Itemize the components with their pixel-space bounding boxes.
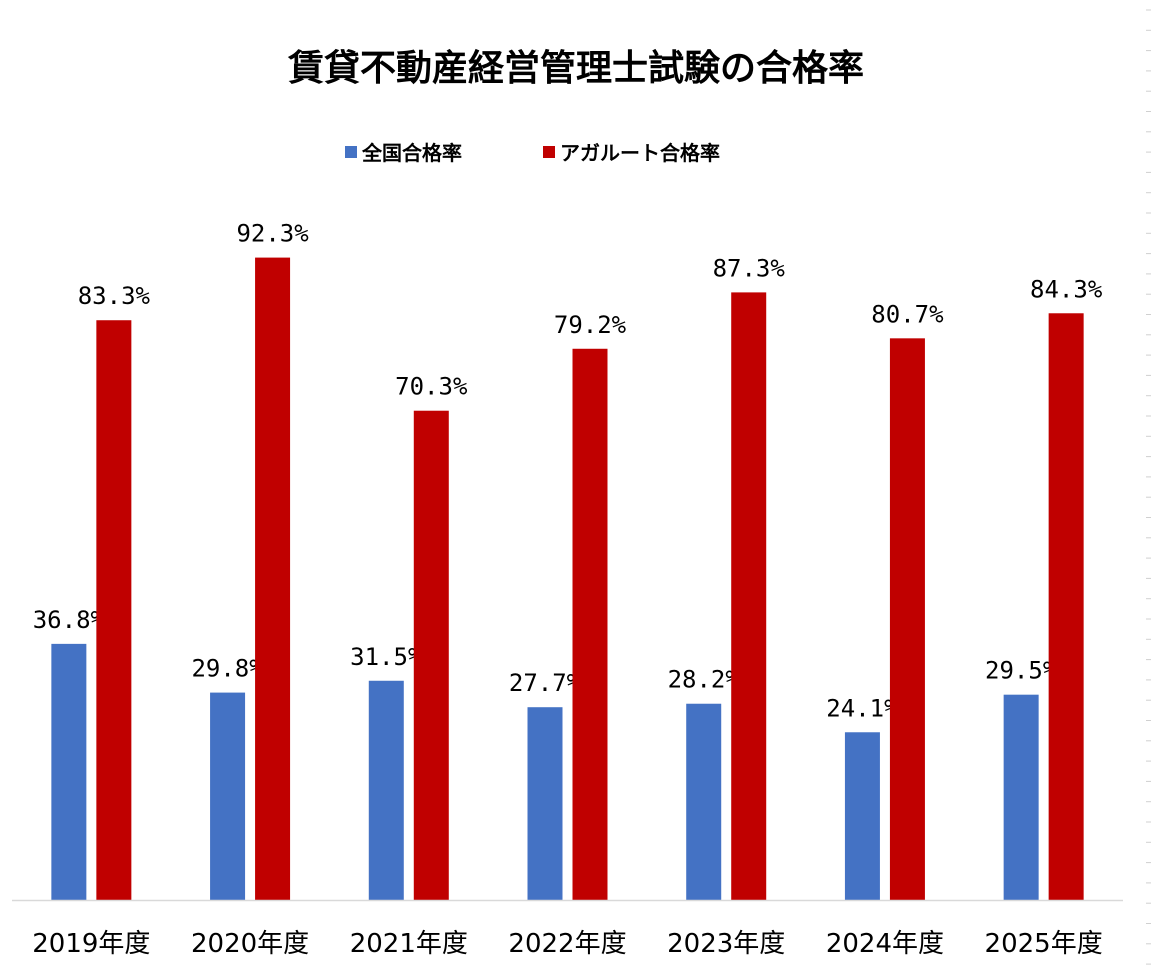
x-tick-label: 2023年度 bbox=[667, 929, 785, 959]
edge-tick-marks bbox=[1146, 9, 1151, 965]
data-label: 87.3% bbox=[713, 254, 786, 282]
x-tick-label: 2024年度 bbox=[826, 929, 944, 959]
x-tick-label: 2025年度 bbox=[985, 929, 1103, 959]
x-tick-label: 2019年度 bbox=[32, 929, 150, 959]
bar-agaroot-2019年度 bbox=[96, 320, 132, 900]
bar-national-2022年度 bbox=[527, 707, 563, 900]
x-tick-label: 2021年度 bbox=[350, 929, 468, 959]
legend-label-agaroot: アガルート合格率 bbox=[560, 141, 720, 165]
data-label: 36.8% bbox=[33, 606, 106, 634]
data-label: 80.7% bbox=[871, 300, 944, 328]
data-label: 27.7% bbox=[509, 669, 582, 697]
legend-label-national: 全国合格率 bbox=[361, 141, 462, 165]
bar-national-2019年度 bbox=[51, 643, 87, 900]
legend: 全国合格率 アガルート合格率 bbox=[345, 141, 720, 165]
data-label: 92.3% bbox=[236, 220, 309, 248]
x-tick-label: 2020年度 bbox=[191, 929, 309, 959]
bar-agaroot-2022年度 bbox=[572, 348, 608, 900]
bar-national-2020年度 bbox=[210, 692, 246, 900]
data-label: 70.3% bbox=[395, 373, 468, 401]
bar-agaroot-2023年度 bbox=[731, 292, 767, 901]
data-label: 83.3% bbox=[78, 282, 151, 310]
bar-national-2024年度 bbox=[844, 732, 880, 900]
data-label: 79.2% bbox=[554, 311, 627, 339]
bar-agaroot-2021年度 bbox=[413, 410, 449, 900]
data-label: 28.2% bbox=[668, 666, 741, 694]
legend-swatch-national bbox=[345, 146, 357, 158]
data-label: 24.1% bbox=[826, 694, 899, 722]
data-label: 29.5% bbox=[985, 657, 1058, 685]
bar-national-2021年度 bbox=[368, 680, 404, 900]
data-label: 31.5% bbox=[350, 643, 423, 671]
chart-title: 賃貸不動産経営管理士試験の合格率 bbox=[287, 48, 864, 89]
data-label: 29.8% bbox=[191, 655, 264, 683]
bar-national-2025年度 bbox=[1003, 694, 1039, 900]
bar-agaroot-2024年度 bbox=[889, 338, 925, 900]
data-label: 84.3% bbox=[1030, 275, 1103, 303]
x-tick-label: 2022年度 bbox=[508, 929, 626, 959]
bar-national-2023年度 bbox=[686, 703, 722, 900]
legend-swatch-agaroot bbox=[543, 146, 555, 158]
bar-agaroot-2025年度 bbox=[1048, 313, 1084, 901]
bar-agaroot-2020年度 bbox=[255, 257, 291, 900]
